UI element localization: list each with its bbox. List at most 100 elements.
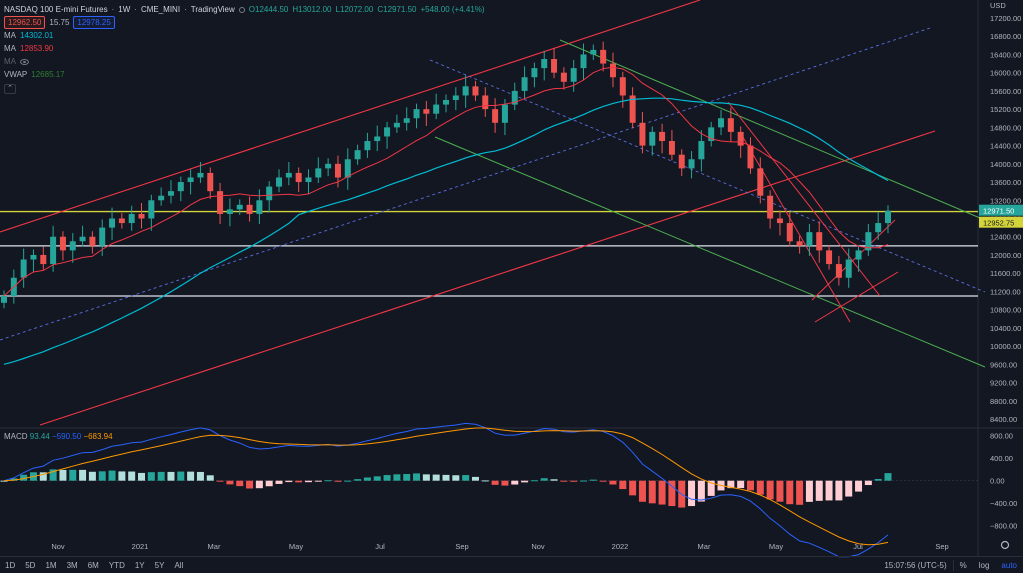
last-price-badge[interactable]: [979, 204, 1023, 216]
ma-short-line[interactable]: [3, 66, 889, 297]
candle-body: [207, 172, 214, 192]
macd-histogram-bar: [265, 480, 273, 487]
candle-body: [266, 186, 273, 201]
market-status-icon[interactable]: [238, 6, 245, 13]
macd-line[interactable]: [3, 422, 889, 558]
candle-body: [128, 213, 135, 224]
macd-tick-label: −400.00: [990, 499, 1017, 508]
candle-body: [197, 172, 204, 178]
time-tick-label: Mar: [698, 542, 711, 551]
candle-body: [875, 223, 882, 233]
collapse-row: ⌃: [4, 81, 485, 94]
timeframe-3m[interactable]: 3M: [66, 560, 78, 570]
price-tick-label: 17200.00: [990, 14, 1021, 23]
wedge-line[interactable]: [811, 219, 896, 301]
time-tick-label: Sep: [455, 542, 468, 551]
price-tick-label: 10400.00: [990, 324, 1021, 333]
time-tick-label: Nov: [531, 542, 545, 551]
macd-histogram-bar: [108, 470, 116, 481]
candle-body: [472, 86, 479, 96]
macd-histogram-bar: [825, 480, 833, 501]
green-downtrend-upper[interactable]: [559, 39, 981, 219]
macd-histogram-bar: [285, 480, 293, 483]
price-tick-label: 8800.00: [990, 397, 1017, 406]
symbol-row: NASDAQ 100 E-mini Futures · 1W · CME_MIN…: [4, 3, 485, 16]
macd-histogram-bar: [727, 480, 735, 489]
ma1-row[interactable]: MA 14302.01: [4, 29, 485, 42]
candle-body: [560, 72, 567, 82]
ma3-row[interactable]: MA: [4, 55, 485, 68]
macd-histogram-bar: [128, 471, 136, 481]
macd-histogram-bar: [138, 472, 146, 481]
timeframe-5y[interactable]: 5Y: [154, 560, 165, 570]
macd-histogram-bar: [668, 480, 676, 507]
dashed-trend-line[interactable]: [0, 27, 931, 341]
toolbar-divider: [952, 559, 954, 571]
macd-signal-line[interactable]: [3, 427, 889, 546]
collapse-legend-icon[interactable]: ⌃: [4, 83, 16, 94]
wedge-line[interactable]: [739, 131, 851, 323]
clock-display[interactable]: 15:07:56 (UTC-5): [884, 560, 947, 570]
ma-long-line[interactable]: [3, 97, 889, 365]
dashed-trend-line[interactable]: [429, 59, 986, 293]
interval-label[interactable]: 1W: [118, 4, 131, 14]
hidden-eye-icon[interactable]: [20, 58, 29, 65]
price-tick-label: 14400.00: [990, 142, 1021, 151]
macd-histogram-bar: [688, 480, 696, 507]
percent-toggle[interactable]: %: [959, 560, 967, 570]
candle-body: [285, 172, 292, 178]
macd-histogram-bar: [216, 480, 224, 482]
timeframe-ytd[interactable]: YTD: [108, 560, 125, 570]
sep-dot: ·: [111, 4, 115, 14]
wedge-line[interactable]: [814, 271, 899, 323]
macd-histogram-bar: [580, 480, 588, 482]
candle-body: [364, 141, 371, 151]
macd-histogram-bar: [403, 474, 411, 481]
macd-legend[interactable]: MACD 93.44 −590.50 −683.94: [4, 431, 113, 443]
macd-histogram-bar: [550, 479, 558, 481]
candle-body: [678, 154, 685, 169]
buy-button[interactable]: 12978.25: [73, 16, 115, 29]
vwap-row[interactable]: VWAP 12685.17: [4, 68, 485, 81]
price-tick-label: 13200.00: [990, 196, 1021, 205]
candle-body: [737, 131, 744, 146]
sell-button[interactable]: 12962.50: [4, 16, 46, 29]
wedge-line[interactable]: [727, 101, 881, 297]
timeframe-5d[interactable]: 5D: [25, 560, 36, 570]
high-value: H13012.00: [292, 4, 332, 14]
time-tick-label: Mar: [208, 542, 221, 551]
timeframe-6m[interactable]: 6M: [87, 560, 99, 570]
macd-histogram-bar: [324, 480, 332, 482]
green-downtrend-lower[interactable]: [434, 136, 986, 368]
price-tick-label: 15600.00: [990, 87, 1021, 96]
vwap-value: 12685.17: [31, 69, 65, 79]
candle-body: [776, 218, 783, 224]
macd-histogram-bar: [196, 471, 204, 481]
candle-body: [521, 77, 528, 91]
timeframe-1y[interactable]: 1Y: [134, 560, 145, 570]
macd-histogram-bar: [147, 472, 155, 481]
candle-body: [59, 236, 66, 251]
macd-histogram-bar: [88, 471, 96, 481]
macd-histogram-bar: [39, 472, 47, 481]
ma2-row[interactable]: MA 12853.90: [4, 42, 485, 55]
currency-label[interactable]: USD: [990, 1, 1006, 10]
timeframe-all[interactable]: All: [174, 560, 184, 570]
candle-body: [541, 59, 548, 69]
log-toggle[interactable]: log: [978, 560, 990, 570]
gear-icon[interactable]: [1000, 540, 1010, 550]
price-tick-label: 15200.00: [990, 105, 1021, 114]
channel-upper-line[interactable]: [0, 0, 701, 233]
macd-histogram-bar: [59, 469, 67, 481]
channel-lower-line[interactable]: [39, 130, 936, 426]
level-price-badge[interactable]: [979, 216, 1023, 228]
macd-histogram-bar: [354, 479, 362, 481]
auto-toggle[interactable]: auto: [1001, 560, 1017, 570]
macd-label: MACD: [4, 432, 28, 441]
symbol-title[interactable]: NASDAQ 100 E-mini Futures: [4, 4, 108, 14]
timeframe-1m[interactable]: 1M: [45, 560, 57, 570]
timeframe-1d[interactable]: 1D: [5, 560, 16, 570]
candle-body: [50, 236, 57, 265]
